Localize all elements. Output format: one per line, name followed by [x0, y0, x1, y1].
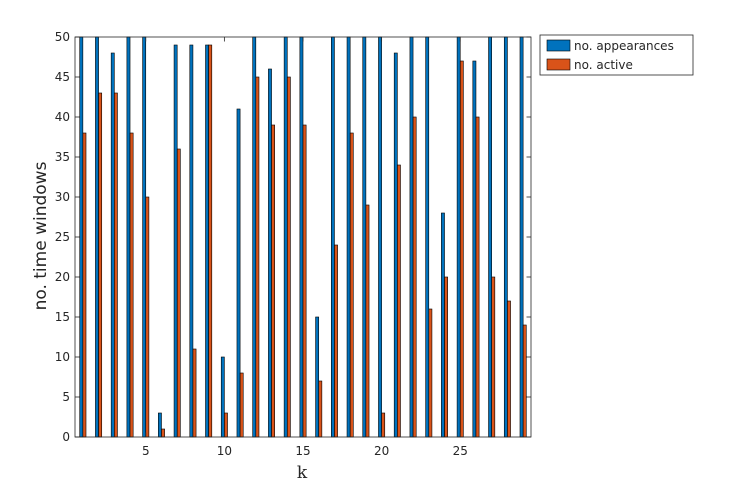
y-tick-label: 0 [62, 430, 70, 444]
bar-appearances-24 [441, 212, 445, 438]
bar-appearances-20 [378, 36, 382, 438]
bar-appearances-16 [315, 316, 320, 438]
bar-appearances-21 [393, 52, 398, 438]
bar-appearances-26 [472, 60, 477, 438]
bar-active-18 [349, 132, 354, 438]
bar-active-26 [475, 116, 480, 438]
bar-appearances-7 [173, 44, 178, 438]
y-tick-label: 10 [55, 350, 70, 364]
bar-active-12 [255, 76, 260, 438]
bar-appearances-19 [362, 36, 367, 438]
x-tick-label: 25 [453, 444, 468, 458]
bar-active-8 [192, 348, 197, 438]
bar-active-23 [428, 308, 433, 438]
bar-active-5 [145, 196, 150, 438]
bar-appearances-8 [189, 44, 194, 438]
bar-appearances-9 [205, 44, 209, 438]
bar-active-14 [286, 76, 291, 438]
bar-appearances-22 [409, 36, 414, 438]
x-tick-label: 15 [295, 444, 310, 458]
y-tick-label: 20 [55, 270, 70, 284]
bar-active-6 [161, 428, 165, 438]
bar-appearances-5 [142, 36, 147, 438]
bar-active-29 [522, 324, 527, 438]
bar-appearances-18 [346, 36, 351, 438]
y-tick-label: 35 [55, 150, 70, 164]
y-tick-label: 30 [55, 190, 70, 204]
bar-active-4 [129, 132, 134, 438]
bar-appearances-14 [283, 36, 288, 438]
bar-active-3 [114, 92, 118, 438]
bar-active-15 [302, 124, 307, 438]
legend: no. appearances no. active [539, 34, 694, 76]
bar-appearances-15 [299, 36, 304, 438]
bar-active-2 [98, 92, 103, 438]
bar-active-28 [507, 300, 511, 438]
bar-appearances-4 [126, 36, 131, 438]
bar-appearances-23 [425, 36, 430, 438]
bar-appearances-1 [79, 36, 84, 438]
bar-appearances-12 [252, 36, 257, 438]
bar-appearances-13 [268, 68, 272, 438]
legend-swatch-active [546, 58, 571, 71]
y-axis-title: no. time windows [31, 161, 51, 310]
bar-appearances-27 [488, 36, 492, 438]
bar-active-22 [412, 116, 417, 438]
y-tick-label: 50 [55, 30, 70, 44]
bar-appearances-17 [330, 36, 335, 438]
legend-swatch-appearances [546, 39, 571, 52]
bar-appearances-28 [503, 36, 508, 438]
bar-appearances-25 [456, 36, 461, 438]
bar-appearances-11 [236, 108, 241, 438]
bar-active-9 [208, 44, 213, 438]
y-tick-label: 5 [62, 390, 70, 404]
bar-active-21 [397, 164, 401, 438]
x-tick-label: 5 [142, 444, 150, 458]
bar-active-20 [381, 412, 386, 438]
bar-active-17 [334, 244, 338, 438]
axes-layer: 0 5 10 15 20 25 30 35 40 45 50 5 10 15 20 25 [55, 30, 532, 458]
bar-appearances-6 [158, 412, 162, 438]
legend-label-active: no. active [574, 58, 633, 72]
y-tick-label: 25 [55, 230, 70, 244]
bar-active-16 [318, 380, 323, 438]
bar-active-7 [176, 148, 181, 438]
bar-appearances-3 [110, 52, 115, 438]
x-tick-label: 10 [217, 444, 232, 458]
y-tick-label: 40 [55, 110, 70, 124]
bar-active-19 [365, 204, 370, 438]
x-tick-label: 20 [374, 444, 389, 458]
bar-active-24 [444, 276, 448, 438]
bar-appearances-29 [519, 36, 524, 438]
bar-active-1 [82, 132, 87, 438]
bar-active-25 [459, 60, 464, 438]
legend-label-appearances: no. appearances [574, 39, 674, 53]
y-tick-label: 15 [55, 310, 70, 324]
bar-active-27 [491, 276, 496, 438]
bar-appearances-10 [220, 356, 225, 438]
bar-appearances-2 [95, 36, 99, 438]
bar-active-10 [224, 412, 228, 438]
x-axis-title: k [297, 463, 308, 483]
y-tick-label: 45 [55, 70, 70, 84]
bar-active-11 [239, 372, 244, 438]
bar-active-13 [271, 124, 275, 438]
